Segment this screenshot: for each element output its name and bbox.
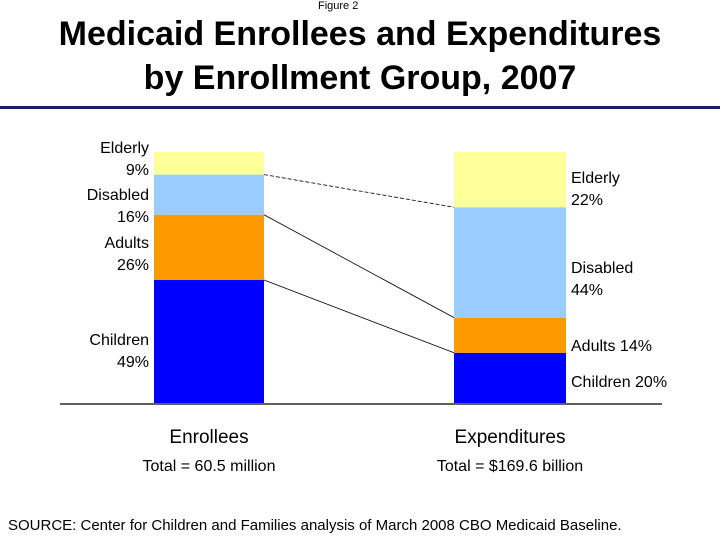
segment-label-children: Children <box>89 332 149 349</box>
source-note: SOURCE: Center for Children and Families… <box>8 517 622 534</box>
bar-segment-children <box>454 352 566 403</box>
bar-segment-children <box>154 280 264 403</box>
category-total-label: Total = 60.5 million <box>143 458 276 475</box>
segment-label-elderly: Elderly <box>100 140 149 157</box>
bar-segment-disabled <box>154 174 264 215</box>
bar-segment-elderly <box>154 152 264 175</box>
category-label: Expenditures <box>455 427 566 448</box>
connector-line <box>263 279 455 354</box>
bar-segment-adults <box>454 317 566 353</box>
segment-label-children: Children 20% <box>571 374 667 391</box>
segment-label-adults: Adults 14% <box>571 338 652 355</box>
segment-label-children: 49% <box>117 354 149 371</box>
segment-label-disabled: Disabled <box>87 187 149 204</box>
category-total-label: Total = $169.6 billion <box>437 458 583 475</box>
figure-label: Figure 2 <box>318 0 359 12</box>
category-label: Enrollees <box>169 427 248 448</box>
connector-line <box>263 214 455 319</box>
title-divider <box>0 106 720 109</box>
segment-label-adults: Adults <box>105 235 149 252</box>
segment-label-disabled: 44% <box>571 282 603 299</box>
segment-label-adults: 26% <box>117 257 149 274</box>
chart-title-line-1: Medicaid Enrollees and Expenditures <box>58 15 662 53</box>
segment-label-elderly: Elderly <box>571 170 620 187</box>
bar-segment-adults <box>154 214 264 281</box>
segment-label-elderly: 9% <box>126 162 149 179</box>
bar-segment-elderly <box>454 152 566 208</box>
connector-line <box>263 174 455 208</box>
segment-label-disabled: Disabled <box>571 260 633 277</box>
segment-label-elderly: 22% <box>571 192 603 209</box>
segment-label-disabled: 16% <box>117 209 149 226</box>
chart-title-line-2: by Enrollment Group, 2007 <box>143 59 577 97</box>
bar-segment-disabled <box>454 207 566 318</box>
